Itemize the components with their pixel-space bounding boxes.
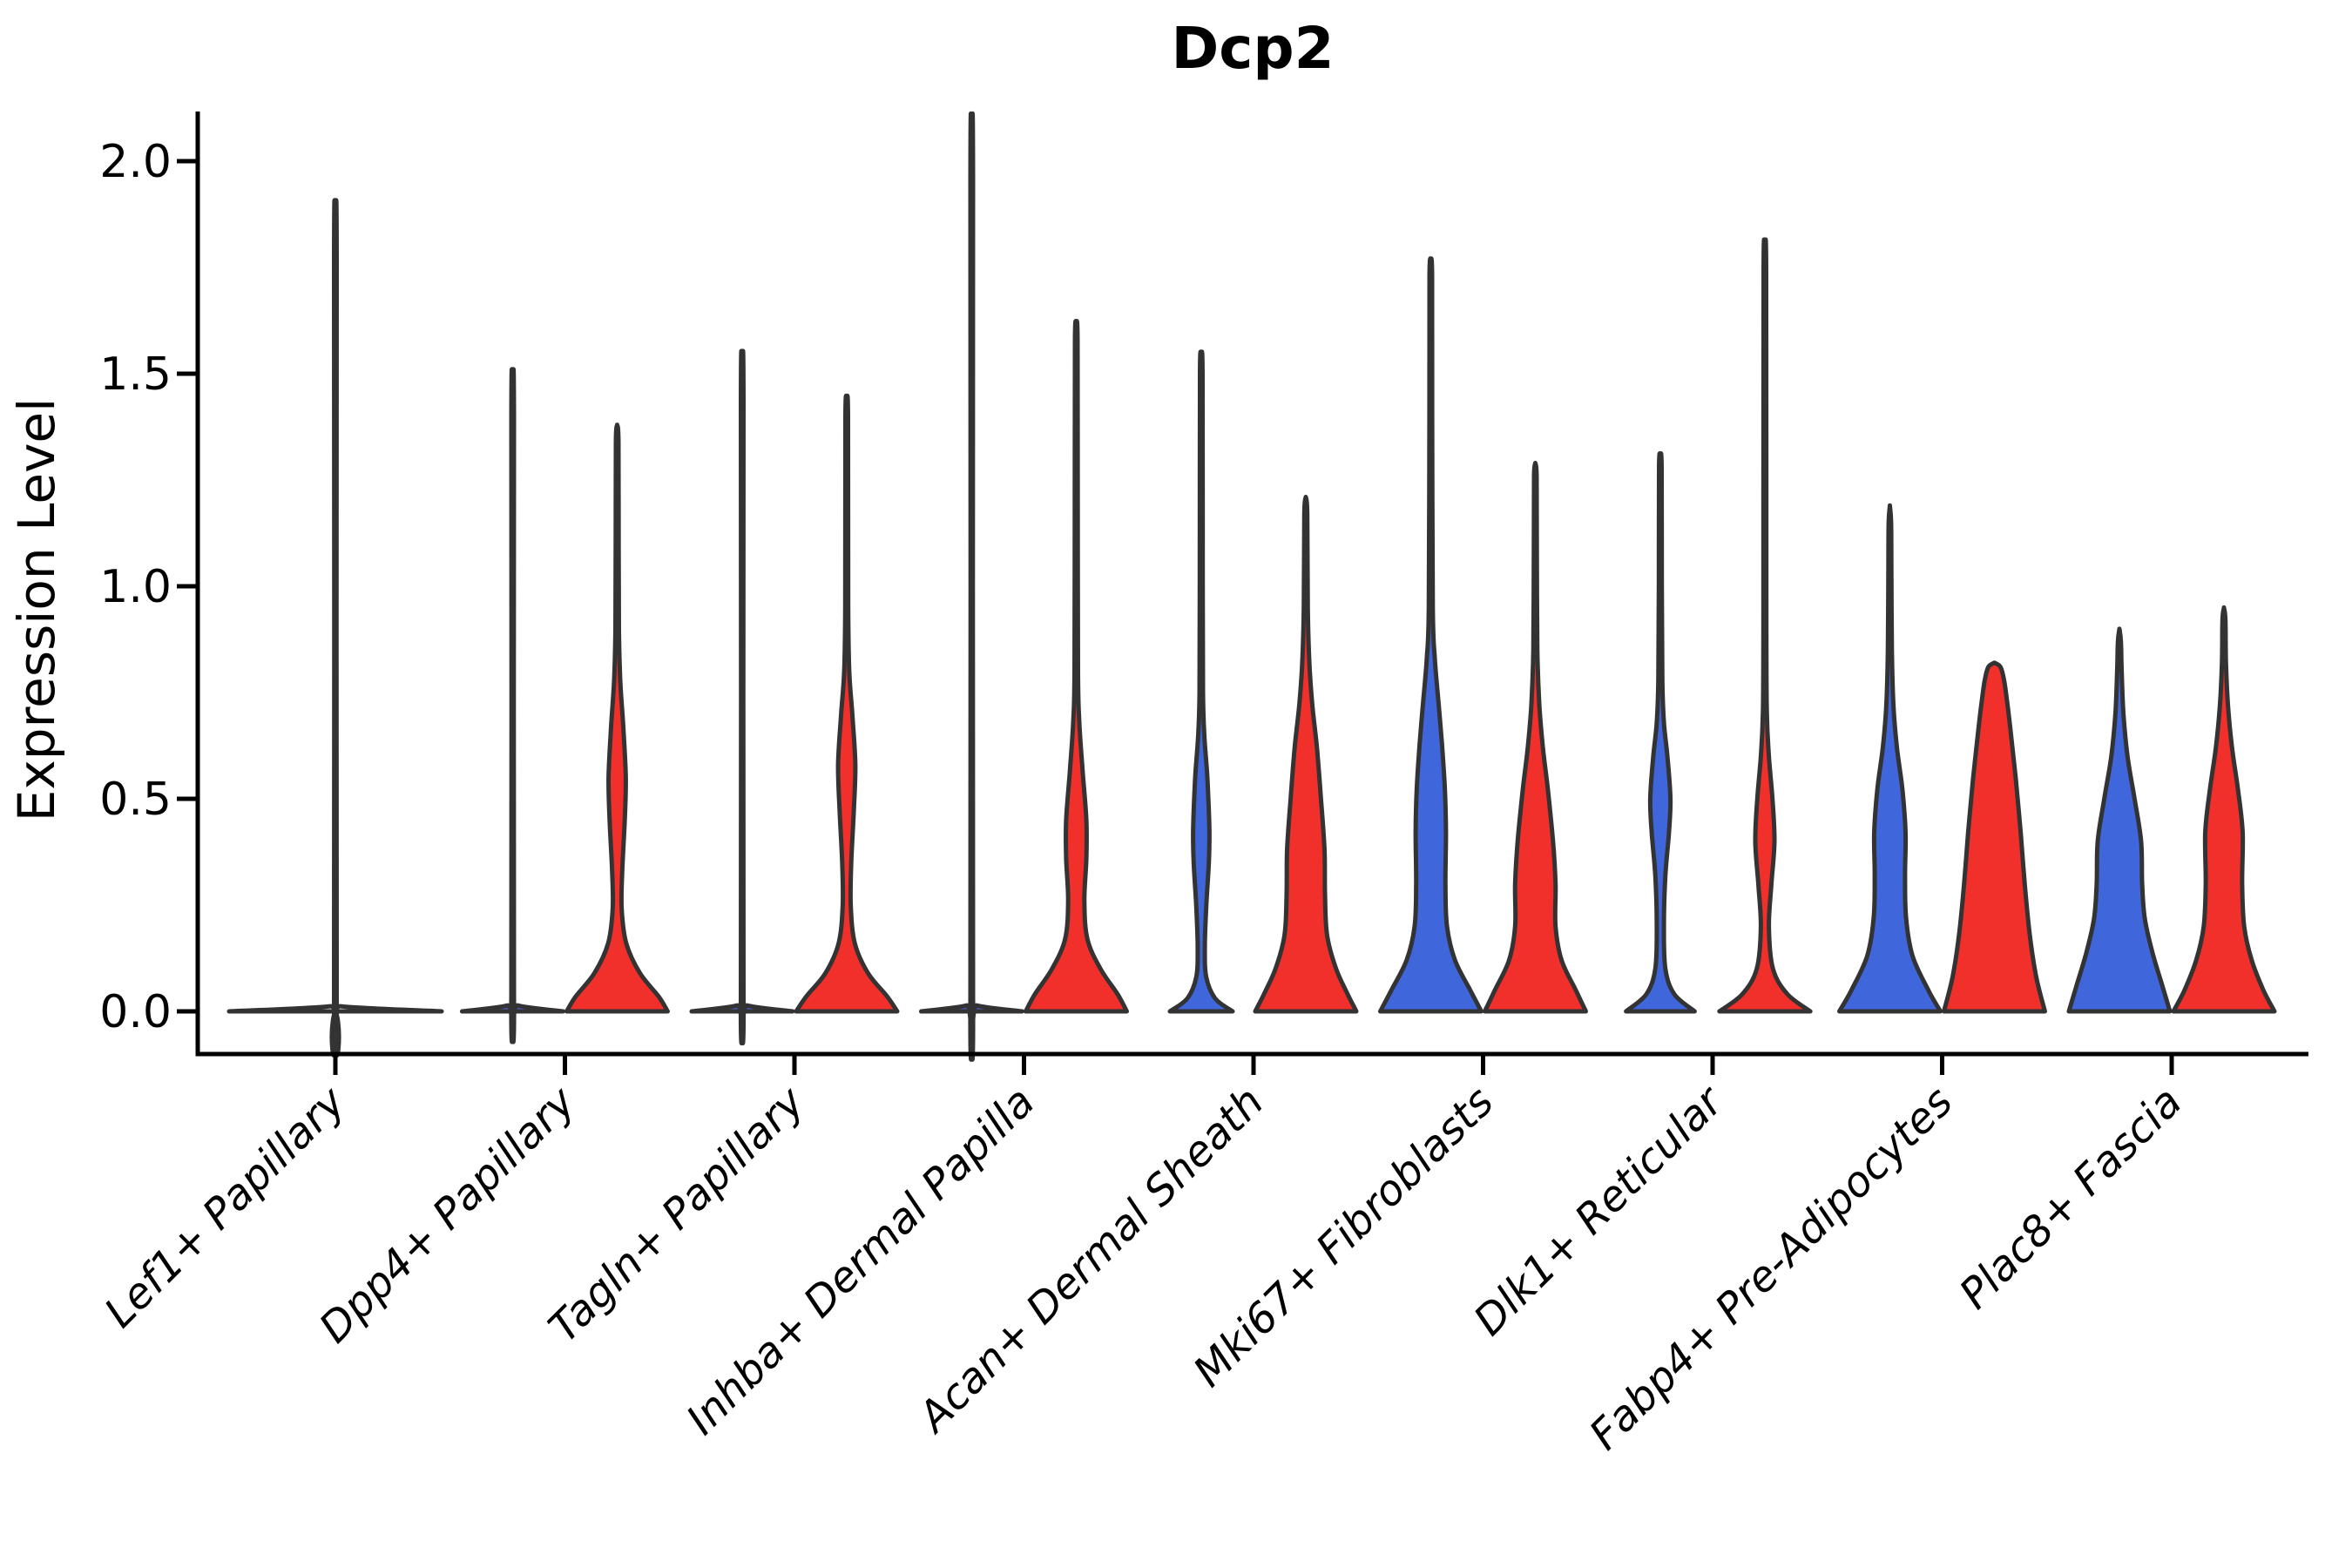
violin-blue-inhba [919,112,1024,1062]
violin-red-mki67 [1483,461,1588,1014]
violin-red-fabp4 [1942,660,2047,1014]
y-tick-label: 0.0 [99,986,172,1038]
violin-red-tagln [794,393,900,1014]
violin-red-dpp4 [564,422,670,1014]
chart-title: Dcp2 [1171,15,1334,82]
violin-blue-plac8 [2066,626,2173,1014]
y-axis-label: Expression Level [7,398,66,821]
violin-blue-fabp4 [1837,503,1943,1014]
violin-red-acan [1253,495,1359,1014]
violin-blue-dpp4 [460,367,565,1044]
violin-red-inhba [1024,319,1129,1014]
y-tick-label: 1.0 [99,561,172,613]
y-tick-label: 2.0 [99,136,172,188]
y-tick-label: 0.5 [99,774,172,826]
violin-blue-acan [1167,349,1235,1014]
violin-red-plac8 [2171,605,2277,1014]
axis-ticks [177,159,2174,1075]
y-tick-label: 1.5 [99,348,172,401]
violin-blue-mki67 [1378,256,1484,1014]
violin-red-dlk1 [1717,237,1813,1014]
violin-blue-dlk1 [1624,451,1697,1014]
violin-series [226,112,2277,1062]
violin-blue-tagln [689,348,795,1045]
violin-single-lef1 [226,198,444,1058]
